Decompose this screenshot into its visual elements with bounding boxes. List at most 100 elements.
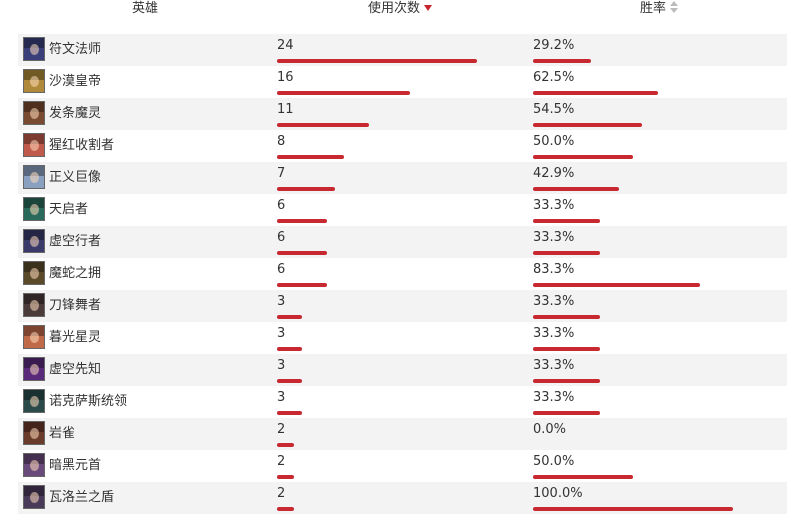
hero-name[interactable]: 瓦洛兰之盾 xyxy=(49,490,115,505)
hero-avatar[interactable] xyxy=(23,485,45,509)
winrate-value: 29.2% xyxy=(533,38,575,53)
usage-count: 6 xyxy=(277,262,286,277)
hero-avatar[interactable] xyxy=(23,69,45,93)
winrate-value: 100.0% xyxy=(533,486,583,501)
column-header-winrate[interactable]: 胜率 xyxy=(640,0,679,18)
table-row: 发条魔灵 11 54.5% xyxy=(18,98,787,130)
column-header-hero-label: 英雄 xyxy=(132,1,159,16)
table-row: 瓦洛兰之盾 2 100.0% xyxy=(18,482,787,514)
usage-bar xyxy=(277,123,369,127)
usage-bar xyxy=(277,347,302,351)
usage-bar xyxy=(277,315,302,319)
winrate-bar xyxy=(533,347,600,351)
hero-name[interactable]: 正义巨像 xyxy=(49,170,102,185)
usage-count: 16 xyxy=(277,70,294,85)
hero-name[interactable]: 天启者 xyxy=(49,202,89,217)
winrate-bar xyxy=(533,59,591,63)
usage-count: 3 xyxy=(277,358,286,373)
sort-descending-icon[interactable] xyxy=(424,5,433,11)
table-header: 英雄 使用次数 胜率 xyxy=(0,0,805,32)
table-row: 诺克萨斯统领 3 33.3% xyxy=(18,386,787,418)
usage-bar xyxy=(277,507,294,511)
hero-name[interactable]: 沙漠皇帝 xyxy=(49,74,102,89)
table-row: 虚空行者 6 33.3% xyxy=(18,226,787,258)
column-header-winrate-label[interactable]: 胜率 xyxy=(640,1,667,16)
winrate-bar xyxy=(533,187,619,191)
winrate-value: 33.3% xyxy=(533,198,575,213)
winrate-value: 62.5% xyxy=(533,70,575,85)
hero-name[interactable]: 岩雀 xyxy=(49,426,76,441)
hero-name[interactable]: 虚空行者 xyxy=(49,234,102,249)
table-row: 虚空先知 3 33.3% xyxy=(18,354,787,386)
winrate-bar xyxy=(533,91,658,95)
winrate-value: 50.0% xyxy=(533,134,575,149)
winrate-value: 33.3% xyxy=(533,294,575,309)
hero-avatar[interactable] xyxy=(23,229,45,253)
table-body: 符文法师 24 29.2% 沙漠皇帝 16 62.5% 发条魔灵 11 54.5% 猩红收割者 8 5… xyxy=(18,34,787,514)
usage-count: 2 xyxy=(277,454,286,469)
table-row: 暮光星灵 3 33.3% xyxy=(18,322,787,354)
usage-bar xyxy=(277,155,344,159)
usage-bar xyxy=(277,91,410,95)
hero-name[interactable]: 猩红收割者 xyxy=(49,138,115,153)
hero-name[interactable]: 暮光星灵 xyxy=(49,330,102,345)
hero-name[interactable]: 刀锋舞者 xyxy=(49,298,102,313)
hero-avatar[interactable] xyxy=(23,37,45,61)
hero-avatar[interactable] xyxy=(23,261,45,285)
hero-name[interactable]: 发条魔灵 xyxy=(49,106,102,121)
usage-bar xyxy=(277,59,477,63)
winrate-value: 0.0% xyxy=(533,422,567,437)
hero-name[interactable]: 魔蛇之拥 xyxy=(49,266,102,281)
winrate-value: 33.3% xyxy=(533,358,575,373)
table-row: 正义巨像 7 42.9% xyxy=(18,162,787,194)
usage-count: 2 xyxy=(277,422,286,437)
table-row: 符文法师 24 29.2% xyxy=(18,34,787,66)
winrate-bar xyxy=(533,475,633,479)
winrate-bar xyxy=(533,283,700,287)
winrate-bar xyxy=(533,123,642,127)
hero-avatar[interactable] xyxy=(23,453,45,477)
usage-count: 24 xyxy=(277,38,294,53)
column-header-hero: 英雄 xyxy=(132,0,158,18)
table-row: 沙漠皇帝 16 62.5% xyxy=(18,66,787,98)
hero-avatar[interactable] xyxy=(23,421,45,445)
hero-name[interactable]: 暗黑元首 xyxy=(49,458,102,473)
sort-toggle-icon[interactable] xyxy=(670,1,679,13)
usage-count: 11 xyxy=(277,102,294,117)
hero-name[interactable]: 符文法师 xyxy=(49,42,102,57)
usage-count: 3 xyxy=(277,294,286,309)
hero-avatar[interactable] xyxy=(23,101,45,125)
column-header-usage-label[interactable]: 使用次数 xyxy=(368,1,421,16)
hero-name[interactable]: 诺克萨斯统领 xyxy=(49,394,128,409)
usage-count: 3 xyxy=(277,326,286,341)
usage-bar xyxy=(277,411,302,415)
winrate-value: 50.0% xyxy=(533,454,575,469)
winrate-value: 33.3% xyxy=(533,390,575,405)
hero-avatar[interactable] xyxy=(23,197,45,221)
usage-bar xyxy=(277,251,327,255)
winrate-bar xyxy=(533,219,600,223)
winrate-bar xyxy=(533,411,600,415)
usage-bar xyxy=(277,475,294,479)
hero-avatar[interactable] xyxy=(23,325,45,349)
usage-bar xyxy=(277,219,327,223)
table-row: 岩雀 2 0.0% xyxy=(18,418,787,450)
winrate-bar xyxy=(533,507,733,511)
usage-count: 7 xyxy=(277,166,286,181)
usage-bar xyxy=(277,443,294,447)
table-row: 天启者 6 33.3% xyxy=(18,194,787,226)
hero-avatar[interactable] xyxy=(23,133,45,157)
usage-bar xyxy=(277,379,302,383)
hero-name[interactable]: 虚空先知 xyxy=(49,362,102,377)
hero-avatar[interactable] xyxy=(23,389,45,413)
winrate-bar xyxy=(533,251,600,255)
table-row: 暗黑元首 2 50.0% xyxy=(18,450,787,482)
hero-avatar[interactable] xyxy=(23,165,45,189)
usage-count: 3 xyxy=(277,390,286,405)
winrate-value: 42.9% xyxy=(533,166,575,181)
hero-avatar[interactable] xyxy=(23,293,45,317)
winrate-value: 33.3% xyxy=(533,326,575,341)
hero-avatar[interactable] xyxy=(23,357,45,381)
column-header-usage[interactable]: 使用次数 xyxy=(368,0,433,18)
